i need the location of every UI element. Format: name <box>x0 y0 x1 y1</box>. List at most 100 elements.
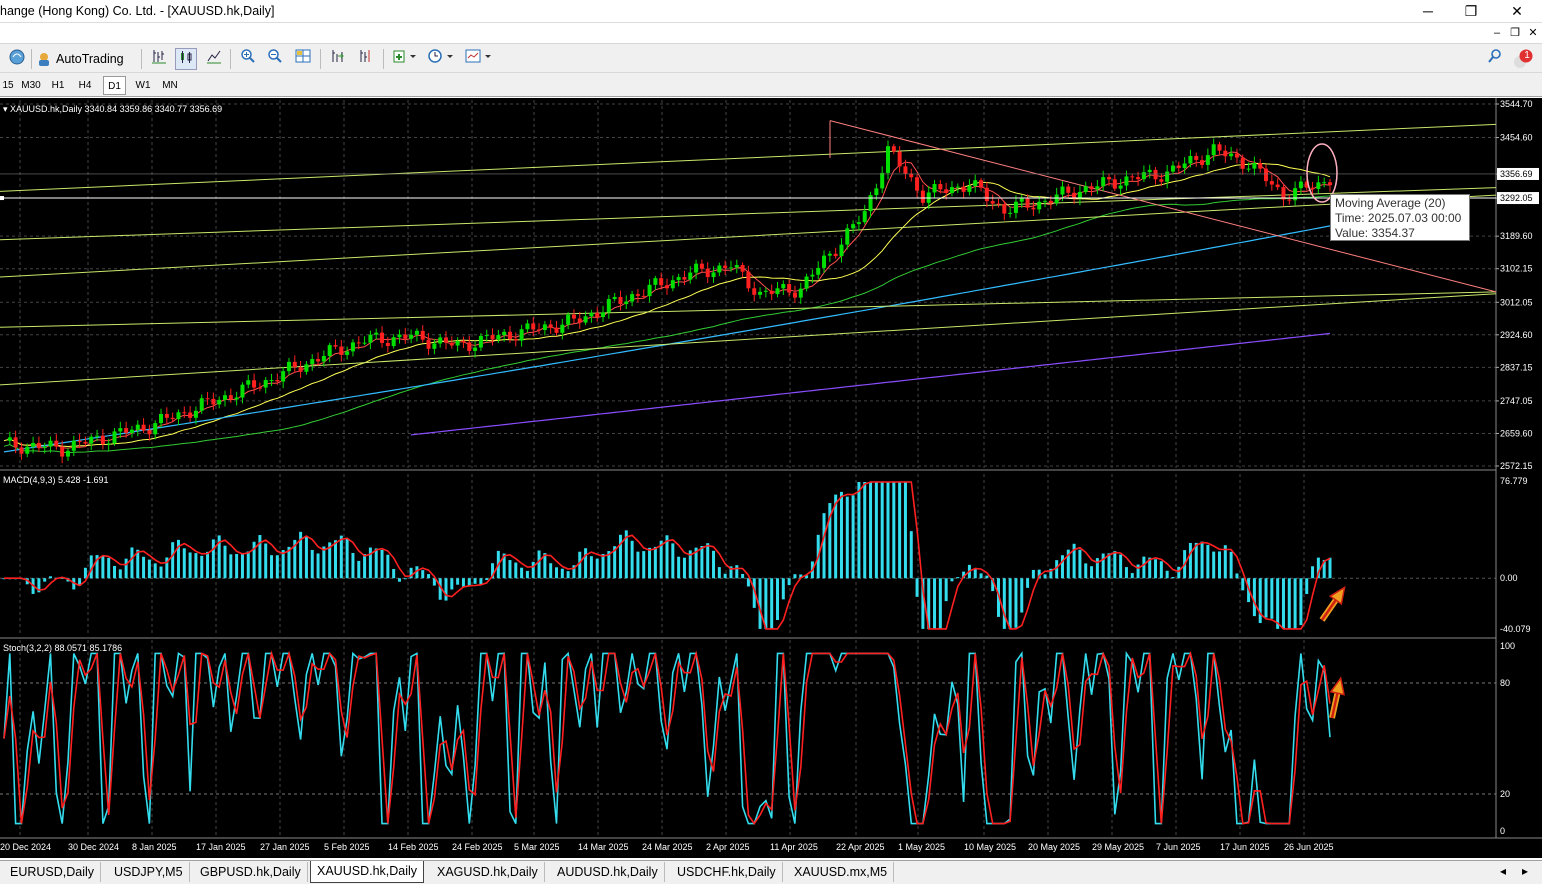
templates-icon[interactable] <box>463 48 495 70</box>
toolbar-separator <box>320 49 321 69</box>
tooltip-value: Value: 3354.37 <box>1335 226 1415 240</box>
tab-usdchf-daily[interactable]: USDCHF.hk,Daily <box>671 862 783 882</box>
tab-gbpusd-daily[interactable]: GBPUSD.hk,Daily <box>194 862 308 882</box>
macd-histogram-bar <box>89 555 93 579</box>
candle-body <box>1258 163 1263 169</box>
trend-channel-line <box>0 123 1497 192</box>
macd-histogram-bar <box>909 531 913 579</box>
line-chart-icon[interactable] <box>203 48 225 70</box>
candle-body <box>781 284 786 289</box>
tab-xagusd-daily[interactable]: XAGUSD.hk,Daily <box>431 862 545 882</box>
macd-histogram-bar <box>479 578 483 585</box>
search-icon[interactable] <box>1484 48 1506 70</box>
autotrading-button[interactable]: AutoTrading <box>34 47 128 71</box>
timeframe-h4[interactable]: H4 <box>78 80 92 91</box>
candle-body <box>763 290 768 292</box>
candle-body <box>1095 186 1100 190</box>
macd-histogram-bar <box>956 577 960 579</box>
candle-body <box>36 442 41 448</box>
mdi-minimize-button[interactable]: – <box>1493 27 1501 39</box>
periods-clock-icon[interactable] <box>425 48 457 70</box>
macd-histogram-bar <box>776 578 779 620</box>
candle-body <box>1316 182 1321 189</box>
macd-histogram-bar <box>520 567 524 579</box>
timeframe-m15[interactable]: 15 <box>2 80 14 91</box>
tab-eurusd-daily[interactable]: EURUSD,Daily <box>4 862 102 882</box>
macd-histogram-bar <box>339 535 343 579</box>
tabs-scroll-right-icon[interactable]: ▸ <box>1522 864 1529 878</box>
price-chart[interactable]: 3544.70 3454.60 3356.69 3292.05 3189.60 3102.… <box>0 98 1542 858</box>
macd-histogram-bar <box>72 578 76 590</box>
macd-histogram-bar <box>147 559 151 579</box>
macd-histogram-bar <box>682 557 686 579</box>
candle-body <box>920 190 925 203</box>
chart-shift-icon[interactable] <box>355 48 377 70</box>
timeframe-mn[interactable]: MN <box>162 80 178 91</box>
candle-body <box>496 335 501 340</box>
maximize-button[interactable]: ❐ <box>1464 3 1478 19</box>
close-button[interactable]: ✕ <box>1511 3 1523 19</box>
candle-body <box>961 186 966 192</box>
toolbar: AutoTrading 1 <box>0 43 1542 73</box>
price-tick-label: 2837.15 <box>1500 362 1533 372</box>
mdi-restore-button[interactable]: ❐ <box>1510 27 1520 39</box>
mdi-close-button[interactable]: ✕ <box>1528 27 1538 39</box>
macd-histogram-bar <box>822 513 826 579</box>
chart-window[interactable]: 3544.70 3454.60 3356.69 3292.05 3189.60 3102.… <box>0 98 1542 858</box>
auto-scroll-icon[interactable] <box>327 48 349 70</box>
price-tick-label: 3012.05 <box>1500 297 1533 307</box>
macd-histogram-bar <box>444 578 448 601</box>
candlestick-chart-icon[interactable] <box>175 48 197 70</box>
macd-histogram-bar <box>229 554 233 579</box>
minimize-button[interactable]: ─ <box>1423 3 1433 19</box>
macd-histogram-bar <box>1078 549 1082 579</box>
candle-body <box>478 335 483 348</box>
macd-histogram-bar <box>1206 544 1210 579</box>
macd-histogram-bar <box>473 578 477 584</box>
tab-audusd-daily[interactable]: AUDUSD.hk,Daily <box>551 862 665 882</box>
macd-histogram-bar <box>1258 578 1262 624</box>
tabs-scroll-left-icon[interactable]: ◂ <box>1500 864 1507 878</box>
tile-windows-icon[interactable] <box>292 48 314 70</box>
timeframe-d1[interactable]: D1 <box>103 76 126 95</box>
macd-histogram-bar <box>456 578 460 585</box>
stoch-label: Stoch(3,2,2) 88.0571 85.1786 <box>3 643 122 653</box>
macd-histogram-bar <box>310 549 314 579</box>
moving-average-50 <box>3 195 1331 454</box>
date-tick-label: 1 May 2025 <box>898 842 945 852</box>
date-tick-label: 14 Mar 2025 <box>578 842 629 852</box>
tab-usdjpy-m5[interactable]: USDJPY,M5 <box>108 862 190 882</box>
market-watch-icon[interactable] <box>6 48 28 70</box>
tab-xauusd-mx-m5[interactable]: XAUUSD.mx,M5 <box>788 862 895 882</box>
macd-histogram-bar <box>601 554 605 579</box>
candle-body <box>979 180 984 188</box>
macd-histogram-bar <box>159 566 163 579</box>
macd-histogram-bar <box>549 563 553 579</box>
candle-body <box>1031 207 1036 210</box>
candle-body <box>996 203 1001 205</box>
macd-histogram-bar <box>1037 569 1041 579</box>
moving-average-200 <box>411 332 1331 436</box>
trend-channel-line <box>0 291 1497 328</box>
candle-body <box>1008 212 1013 214</box>
indicators-icon[interactable] <box>390 48 420 70</box>
timeframe-m30[interactable]: M30 <box>21 80 41 91</box>
timeframe-w1[interactable]: W1 <box>135 80 151 91</box>
candle-body <box>880 172 885 189</box>
timeframe-h1[interactable]: H1 <box>51 80 65 91</box>
notification-icon[interactable]: 1 <box>1512 48 1534 70</box>
candle-body <box>48 440 53 447</box>
tab-xauusd-daily[interactable]: XAUUSD.hk,Daily <box>310 861 425 883</box>
zoom-in-icon[interactable] <box>237 48 259 70</box>
macd-histogram-bar <box>491 563 495 579</box>
price-tick-label: 2659.60 <box>1500 428 1533 438</box>
zoom-out-icon[interactable] <box>264 48 286 70</box>
macd-histogram-bar <box>60 577 64 579</box>
macd-histogram-bar <box>898 481 902 579</box>
candle-body <box>374 332 379 335</box>
bar-chart-icon[interactable] <box>148 48 170 70</box>
macd-histogram-bar <box>560 568 564 579</box>
date-tick-label: 27 Jan 2025 <box>260 842 310 852</box>
macd-histogram-bar <box>1142 556 1146 579</box>
chart-header: ▾ XAUUSD.hk,Daily 3340.84 3359.86 3340.7… <box>3 104 222 114</box>
